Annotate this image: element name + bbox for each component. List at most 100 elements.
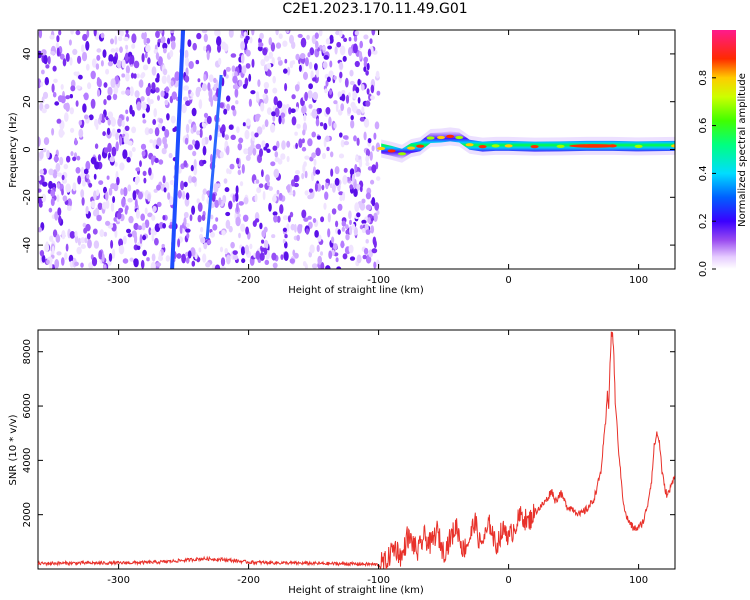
noise-blob [234, 88, 239, 98]
noise-blob [325, 80, 329, 87]
diagonal-streak [205, 74, 223, 240]
noise-blob [293, 175, 299, 183]
noise-blob [341, 220, 346, 227]
x-tick-label: -300 [107, 275, 130, 286]
noise-blob [228, 30, 234, 38]
noise-blob [122, 258, 129, 264]
noise-blob [370, 179, 375, 185]
y-tick-label: 6000 [22, 393, 33, 418]
noise-blob [53, 78, 58, 84]
noise-blob [193, 166, 198, 176]
noise-blob [289, 60, 294, 69]
noise-blob [110, 183, 116, 190]
noise-blob [283, 251, 289, 261]
noise-blob [363, 131, 367, 141]
noise-blob [101, 113, 105, 124]
noise-blob [203, 33, 208, 43]
noise-blob [365, 70, 369, 76]
noise-blob [106, 95, 112, 101]
noise-blob [284, 234, 288, 239]
noise-blob [170, 80, 174, 87]
noise-blob [240, 41, 246, 51]
noise-blob [66, 198, 73, 208]
noise-blob [191, 205, 196, 215]
noise-blob [240, 54, 245, 64]
noise-blob [325, 38, 331, 45]
noise-blob [133, 73, 137, 79]
noise-blob [118, 36, 123, 42]
noise-blob [255, 179, 260, 184]
noise-blob [363, 34, 369, 40]
noise-blob [169, 179, 175, 186]
noise-blob [241, 258, 246, 264]
noise-blob [57, 182, 60, 189]
noise-blob [213, 83, 217, 92]
noise-blob [45, 64, 50, 69]
noise-blob [102, 131, 106, 137]
noise-blob [96, 189, 100, 197]
noise-blob [245, 226, 250, 235]
noise-blob [230, 241, 235, 249]
noise-blob [263, 81, 270, 89]
noise-blob [312, 77, 317, 82]
noise-blob [259, 32, 264, 40]
noise-blob [166, 74, 171, 84]
spectrogram-y-axis-label: Frequency (Hz) [8, 112, 19, 188]
x-tick-label: 0 [505, 275, 511, 286]
noise-blob [226, 254, 231, 265]
noise-blob [188, 175, 193, 184]
snr-series-line [37, 331, 675, 569]
noise-blob [125, 109, 129, 115]
noise-blob [164, 99, 169, 106]
noise-blob [370, 84, 375, 94]
noise-blob [220, 257, 226, 267]
noise-blob [141, 101, 147, 111]
noise-blob [281, 116, 285, 125]
signal-hotspot [671, 144, 675, 148]
noise-blob [370, 95, 375, 100]
noise-blob [270, 42, 276, 52]
noise-blob [86, 233, 91, 240]
noise-blob [214, 199, 220, 208]
noise-blob [199, 128, 203, 138]
noise-blob [201, 137, 206, 147]
noise-blob [119, 162, 125, 171]
noise-blob [157, 95, 160, 101]
noise-blob [135, 209, 140, 219]
noise-blob [296, 123, 301, 129]
noise-blob [154, 237, 159, 246]
noise-blob [59, 156, 64, 166]
noise-blob [54, 211, 59, 221]
noise-blob [72, 48, 78, 56]
noise-blob [80, 262, 84, 268]
noise-blob [142, 119, 147, 124]
noise-blob [344, 77, 349, 88]
noise-blob [240, 223, 246, 232]
noise-blob [56, 251, 62, 256]
noise-blob [100, 32, 105, 39]
noise-blob [373, 213, 378, 221]
noise-blob [107, 118, 111, 126]
noise-blob [328, 70, 334, 78]
noise-blob [144, 191, 148, 196]
noise-blob [192, 42, 197, 51]
noise-blob [63, 163, 69, 170]
noise-blob [256, 187, 262, 194]
noise-blob [333, 122, 337, 129]
noise-blob [250, 90, 256, 95]
noise-blob [115, 132, 119, 141]
noise-blob [278, 115, 282, 125]
noise-blob [284, 58, 288, 64]
noise-blob [275, 30, 279, 36]
noise-blob [264, 119, 269, 128]
noise-blob [338, 153, 345, 159]
noise-blob [342, 191, 346, 201]
noise-blob [193, 159, 197, 169]
noise-blob [184, 137, 189, 145]
noise-blob [314, 63, 318, 71]
colorbar: 0.0 0.2 0.4 0.6 0.8 Normalized spectral ampl… [698, 30, 748, 277]
noise-blob [69, 231, 76, 239]
noise-blob [195, 87, 201, 98]
noise-blob [272, 262, 278, 269]
noise-blob [77, 175, 82, 185]
